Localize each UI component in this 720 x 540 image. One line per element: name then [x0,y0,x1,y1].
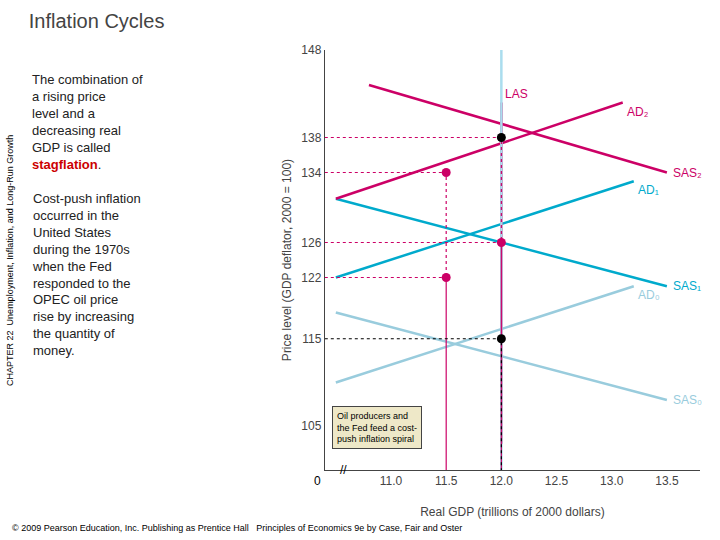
svg-text:Price level (GDP deflator, 200: Price level (GDP deflator, 2000 = 100) [280,159,294,361]
svg-text:115: 115 [302,332,321,346]
svg-text:13.0: 13.0 [600,474,624,488]
svg-text:AD₂: AD₂ [627,105,649,119]
svg-text:AD₀: AD₀ [638,288,660,302]
svg-text:12.0: 12.0 [490,474,514,488]
svg-text:13.5: 13.5 [655,474,679,488]
svg-text:CHAPTER 22 Unemployment, Infl: CHAPTER 22 Unemployment, Inflation, and … [5,135,15,386]
svg-text:138: 138 [301,131,321,145]
svg-text:SAS₁: SAS₁ [673,279,701,293]
svg-text:Real GDP (trillions of 2000 do: Real GDP (trillions of 2000 dollars) [420,505,605,519]
svg-text:Oil producers andthe Fed feed: Oil producers andthe Fed feed a cost-pus… [337,411,417,444]
svg-text:SAS₀: SAS₀ [673,393,702,407]
svg-text:105: 105 [301,419,321,433]
svg-text:148: 148 [301,43,321,57]
svg-text:11.5: 11.5 [435,474,458,488]
svg-text:11.0: 11.0 [380,474,403,488]
svg-text:Cost-push inflationoccurred in: Cost-push inflationoccurred in theUnited… [32,191,141,358]
svg-text://: // [340,463,347,477]
svg-text:LAS: LAS [505,87,528,101]
svg-text:© 2009 Pearson Education, Inc.: © 2009 Pearson Education, Inc. Publishin… [12,523,462,533]
svg-text:134: 134 [301,166,321,180]
svg-text:The combination ofa rising pri: The combination ofa rising pricelevel an… [32,72,143,172]
svg-text:AD₁: AD₁ [638,183,659,197]
svg-text:122: 122 [301,271,321,285]
svg-text:0: 0 [314,474,321,488]
svg-text:SAS₂: SAS₂ [673,166,702,180]
svg-text:126: 126 [301,236,321,250]
svg-text:12.5: 12.5 [545,474,569,488]
svg-text:Inflation Cycles: Inflation Cycles [29,10,165,32]
